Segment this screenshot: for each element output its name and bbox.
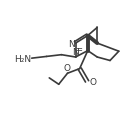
Text: H₂N: H₂N bbox=[14, 54, 31, 63]
Text: N: N bbox=[72, 48, 79, 57]
Text: N: N bbox=[68, 39, 75, 48]
Text: =: = bbox=[75, 44, 82, 53]
Text: O: O bbox=[64, 63, 71, 72]
Text: O: O bbox=[89, 77, 96, 86]
